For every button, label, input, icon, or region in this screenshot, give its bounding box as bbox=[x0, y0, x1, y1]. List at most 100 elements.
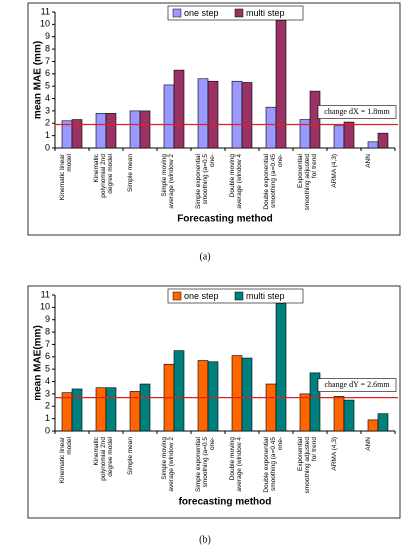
bar bbox=[275, 20, 287, 149]
x-tick-label-box: Kinematic linear model bbox=[59, 154, 73, 201]
x-tick-label-box: Simple exponential smoothing (a=0.5 one- bbox=[195, 437, 216, 492]
x-tick-label: Exponential smoothing adjusted for trend bbox=[297, 154, 318, 211]
chart-frame bbox=[27, 2, 401, 236]
x-tick-label-box: Double exponential smoothing (a=0.45 one… bbox=[263, 437, 284, 493]
y-tick-label: 5 bbox=[45, 364, 50, 374]
legend-label: multi step bbox=[246, 8, 285, 18]
y-tick-label: 6 bbox=[45, 68, 50, 78]
legend-swatch bbox=[172, 291, 182, 301]
x-tick-label: Simple moving average (window 2 bbox=[161, 154, 175, 209]
x-tick-label-box: Simple moving average (window 2 bbox=[161, 154, 175, 209]
y-tick-label: 9 bbox=[45, 314, 50, 324]
y-tick-label: 9 bbox=[45, 31, 50, 41]
y-tick-label: 3 bbox=[45, 105, 50, 115]
bar bbox=[95, 387, 107, 432]
bar bbox=[367, 419, 379, 432]
y-tick-label: 0 bbox=[45, 142, 50, 152]
legend-label: one step bbox=[184, 8, 219, 18]
bar bbox=[309, 90, 321, 149]
bar bbox=[343, 399, 355, 432]
x-tick-label: ANN bbox=[365, 154, 372, 168]
bar bbox=[207, 361, 219, 432]
bar bbox=[139, 383, 151, 432]
legend-label: one step bbox=[184, 291, 219, 301]
bar bbox=[61, 392, 73, 432]
x-tick-label-box: ARMA (4,3) bbox=[331, 154, 338, 188]
y-tick-label: 4 bbox=[45, 93, 50, 103]
y-tick-label: 8 bbox=[45, 326, 50, 336]
x-tick-label-box: Double moving average (window 4 bbox=[229, 154, 243, 209]
bar bbox=[309, 372, 321, 432]
x-tick-label-box: Simple exponential smoothing (a=0.5 one- bbox=[195, 154, 216, 209]
x-tick-label: ANN bbox=[365, 437, 372, 451]
bar bbox=[333, 396, 345, 432]
x-tick-label: ARMA (4,3) bbox=[331, 154, 338, 188]
bar bbox=[105, 387, 117, 432]
y-axis-label: mean MAE (mm) bbox=[33, 41, 44, 119]
y-axis-label: mean MAE(mm) bbox=[33, 325, 44, 401]
x-tick-label: Kinematic polynomial 2nd degree model bbox=[93, 437, 114, 481]
x-tick-label: Double moving average (window 4 bbox=[229, 437, 243, 492]
bar bbox=[265, 106, 277, 149]
bar bbox=[71, 119, 83, 149]
chart-frame bbox=[27, 285, 401, 519]
y-tick-label: 11 bbox=[41, 289, 50, 299]
x-tick-label: Simple moving average (window 2 bbox=[161, 437, 175, 492]
x-tick-label: Simple exponential smoothing (a=0.5 one- bbox=[195, 437, 216, 492]
bar bbox=[231, 80, 243, 149]
y-tick-label: 5 bbox=[45, 81, 50, 91]
bar bbox=[241, 82, 253, 149]
legend-swatch bbox=[234, 8, 244, 18]
bar bbox=[129, 110, 141, 149]
x-axis-label: forecasting method bbox=[179, 497, 272, 508]
x-tick-label: Simple exponential smoothing (a=0.5 one- bbox=[195, 154, 216, 209]
x-tick-label: Simple mean bbox=[127, 154, 134, 192]
bar bbox=[343, 121, 355, 149]
x-tick-label-box: Kinematic linear model bbox=[59, 437, 73, 484]
y-tick-label: 7 bbox=[45, 339, 50, 349]
bar bbox=[299, 393, 311, 432]
x-tick-label: Exponential smoothing adjusted for trend bbox=[297, 437, 318, 494]
caption: (b) bbox=[199, 534, 211, 545]
x-tick-label-box: Double exponential smoothing (a=0.45 one… bbox=[263, 154, 284, 210]
bar bbox=[265, 383, 277, 432]
x-tick-label: Double exponential smoothing (a=0.45 one… bbox=[263, 154, 284, 210]
x-tick-label: ARMA (4,3) bbox=[331, 437, 338, 471]
x-tick-label-box: Kinematic polynomial 2nd degree model bbox=[93, 437, 114, 481]
x-tick-label-box: ANN bbox=[365, 154, 372, 168]
bar bbox=[197, 360, 209, 432]
bar bbox=[299, 119, 311, 149]
bar bbox=[173, 69, 185, 149]
annotation: change dY = 2.6mm bbox=[324, 380, 390, 389]
bar bbox=[71, 388, 83, 432]
x-tick-label-box: Simple mean bbox=[127, 154, 134, 192]
bar bbox=[139, 110, 151, 149]
bar bbox=[377, 413, 389, 432]
bar bbox=[197, 78, 209, 149]
y-tick-label: 6 bbox=[45, 351, 50, 361]
y-tick-label: 4 bbox=[45, 376, 50, 386]
bar bbox=[377, 132, 389, 149]
bar bbox=[105, 113, 117, 149]
y-tick-label: 10 bbox=[40, 19, 50, 29]
annotation: change dX = 1.8mm bbox=[324, 107, 390, 116]
bar bbox=[173, 350, 185, 432]
x-tick-label: Kinematic polynomial 2nd degree model bbox=[93, 154, 114, 198]
x-tick-label-box: Double moving average (window 4 bbox=[229, 437, 243, 492]
bar bbox=[333, 125, 345, 149]
y-tick-label: 3 bbox=[45, 388, 50, 398]
y-tick-label: 10 bbox=[40, 302, 50, 312]
x-tick-label-box: ANN bbox=[365, 437, 372, 451]
y-tick-label: 1 bbox=[45, 413, 50, 423]
x-axis-label: Forecasting method bbox=[177, 214, 273, 225]
x-tick-label-box: Simple moving average (window 2 bbox=[161, 437, 175, 492]
x-tick-label: Kinematic linear model bbox=[59, 154, 73, 201]
legend-swatch bbox=[172, 8, 182, 18]
x-tick-label: Kinematic linear model bbox=[59, 437, 73, 484]
annotation-box bbox=[317, 378, 397, 392]
x-tick-label-box: Exponential smoothing adjusted for trend bbox=[297, 154, 318, 211]
x-tick-label: Double exponential smoothing (a=0.45 one… bbox=[263, 437, 284, 493]
annotation-box bbox=[317, 105, 397, 119]
